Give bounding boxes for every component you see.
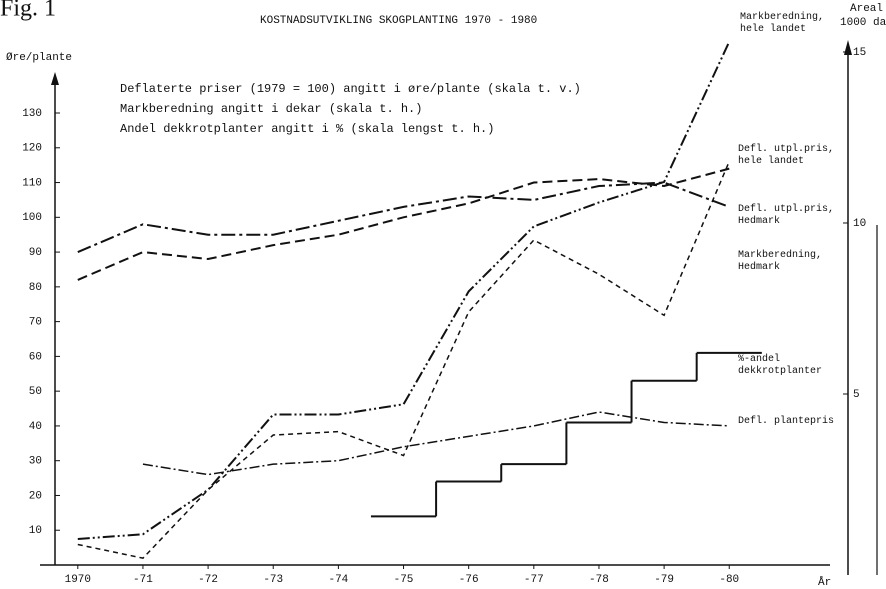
y-axis-label: Øre/plante [6,52,72,64]
y2-tick-label: 10 [853,218,866,230]
chart-title: KOSTNADSUTVIKLING SKOGPLANTING 1970 - 19… [260,15,537,27]
axis-arrow [51,72,59,85]
x-tick-label: -72 [198,574,218,586]
x-tick-label: -71 [133,574,153,586]
y-tick-label: 60 [29,351,42,363]
figure-label: Fig. 1 [0,0,56,22]
note: Deflaterte priser (1979 = 100) angitt i … [120,82,581,96]
y2-tick-label: 15 [853,47,866,59]
y2-axis-label: Areal [850,3,883,15]
series-line [77,41,731,541]
y-tick-label: 30 [29,456,42,468]
y-tick-label: 120 [22,143,42,155]
series-label: Defl. plantepris [738,416,835,427]
x-tick-label: 1970 [65,574,91,586]
x-tick-label: -78 [589,574,609,586]
y-tick-label: 20 [29,490,42,502]
x-tick-label: -76 [459,574,479,586]
y-tick-label: 100 [22,212,42,224]
y2-tick-label: 5 [853,389,860,401]
y-tick-label: 10 [29,525,42,537]
series-line [77,161,730,559]
y-tick-label: 80 [29,282,42,294]
x-tick-label: -75 [394,574,414,586]
y-tick-label: 90 [29,247,42,259]
y-tick-label: 130 [22,108,42,120]
series-label: Markberedning, Hedmark [738,250,823,273]
series-line [77,167,730,281]
series-label: Markberedning, hele landet [740,12,825,35]
x-tick-label: -80 [719,574,739,586]
y-tick-label: 50 [29,386,42,398]
series-label: %-andel dekkrotplanter [738,354,823,377]
series-line [142,411,730,476]
y2-axis-label: 1000 da [840,17,886,29]
y-tick-label: 40 [29,421,42,433]
x-tick-label: -73 [263,574,283,586]
series-line [77,181,730,254]
series-label: Defl. utpl.pris, Hedmark [738,204,835,227]
x-tick-label: -79 [654,574,674,586]
axis-arrow [844,40,852,55]
note: Markberedning angitt i dekar (skala t. h… [120,102,423,116]
y-tick-label: 70 [29,317,42,329]
x-axis-label: År [818,576,831,589]
x-tick-label: -74 [328,574,348,586]
y-tick-label: 110 [22,177,42,189]
note: Andel dekkrotplanter angitt i % (skala l… [120,122,495,136]
series-label: Defl. utpl.pris, hele landet [738,144,835,167]
x-tick-label: -77 [524,574,544,586]
